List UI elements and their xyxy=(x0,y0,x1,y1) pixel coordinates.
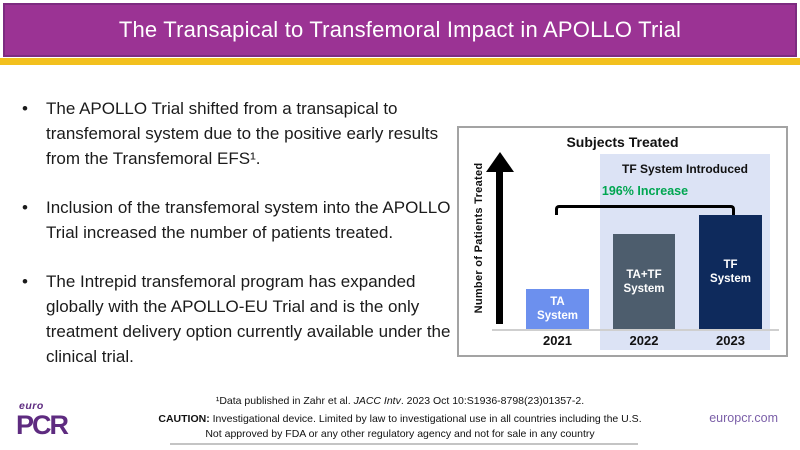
europcr-logo: euro PCR xyxy=(16,400,69,440)
chart-panel: Subjects Treated TF System Introduced 19… xyxy=(457,126,788,357)
bar-tf-system: TF System xyxy=(699,215,762,329)
logo-euro-text: euro xyxy=(19,400,44,412)
footnote: ¹Data published in Zahr et al. JACC Intv… xyxy=(0,395,800,407)
accent-strip xyxy=(0,58,800,65)
increase-bracket xyxy=(555,205,735,215)
caution-text: Investigational device. Limited by law t… xyxy=(209,413,642,425)
website-link[interactable]: europcr.com xyxy=(709,411,778,425)
caution-line1: CAUTION: Investigational device. Limited… xyxy=(0,412,800,427)
y-axis-arrow-icon xyxy=(486,152,514,172)
chart-title: Subjects Treated xyxy=(566,134,679,150)
bullet-marker: • xyxy=(22,198,28,217)
increase-label: 196% Increase xyxy=(601,184,689,198)
bullet-item: • The APOLLO Trial shifted from a transa… xyxy=(22,96,462,171)
bullet-text: The Intrepid transfemoral program has ex… xyxy=(46,272,451,366)
page-title: The Transapical to Transfemoral Impact i… xyxy=(118,17,682,42)
caution-label: CAUTION: xyxy=(158,413,210,425)
x-tick-2023: 2023 xyxy=(716,333,745,348)
bar-ta-tf-system: TA+TF System xyxy=(613,234,675,329)
x-tick-2021: 2021 xyxy=(543,333,572,348)
footnote-prefix: ¹Data published in Zahr et al. xyxy=(215,395,354,407)
y-axis-label: Number of Patients Treated xyxy=(473,162,485,314)
bullet-list: • The APOLLO Trial shifted from a transa… xyxy=(22,96,462,393)
bullet-item: • Inclusion of the transfemoral system i… xyxy=(22,195,462,245)
x-axis-baseline xyxy=(492,329,779,331)
region-label: TF System Introduced xyxy=(621,162,749,176)
footer-divider xyxy=(170,443,638,445)
bullet-item: • The Intrepid transfemoral program has … xyxy=(22,269,462,369)
caution-block: CAUTION: Investigational device. Limited… xyxy=(0,412,800,441)
bullet-marker: • xyxy=(22,272,28,291)
caution-line2: Not approved by FDA or any other regulat… xyxy=(205,427,595,440)
footnote-journal: JACC Intv xyxy=(353,395,401,407)
footnote-suffix: . 2023 Oct 10:S1936-8798(23)01357-2. xyxy=(400,395,585,407)
logo-pcr-text: PCR xyxy=(16,409,69,440)
x-tick-2022: 2022 xyxy=(629,333,659,348)
bullet-text: The APOLLO Trial shifted from a transapi… xyxy=(46,99,439,168)
title-banner: The Transapical to Transfemoral Impact i… xyxy=(3,3,797,57)
bullet-marker: • xyxy=(22,99,28,118)
bullet-text: Inclusion of the transfemoral system int… xyxy=(46,198,451,242)
y-axis-arrow-shaft xyxy=(496,171,503,324)
bar-ta-system: TA System xyxy=(526,289,589,329)
